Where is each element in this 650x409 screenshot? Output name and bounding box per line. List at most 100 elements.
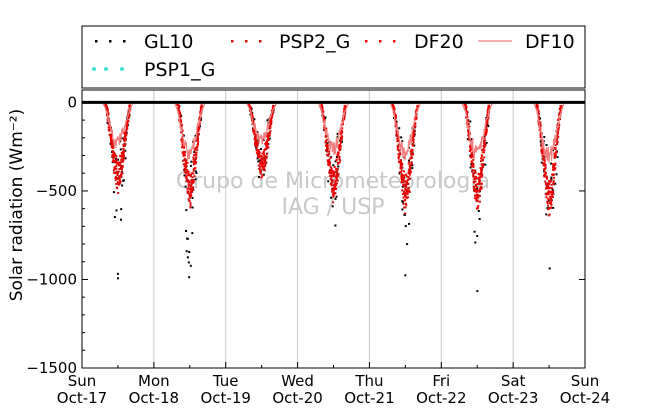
data-point: [483, 141, 486, 144]
data-point: [189, 206, 192, 209]
data-point: [552, 182, 555, 185]
data-point: [465, 107, 467, 110]
data-point: [556, 143, 559, 145]
data-point: [196, 148, 199, 151]
data-point: [187, 187, 190, 190]
data-point: [404, 206, 407, 209]
data-point: [336, 173, 339, 176]
data-point: [400, 160, 402, 163]
data-point: [121, 155, 124, 157]
data-point: [253, 131, 256, 134]
data-point: [324, 144, 327, 147]
data-point: [397, 149, 400, 152]
data-point: [466, 122, 469, 125]
data-point: [484, 143, 487, 146]
data-point: [402, 184, 405, 187]
data-point: [537, 113, 540, 116]
data-point: [471, 153, 474, 156]
legend-swatch: [245, 40, 248, 43]
data-point: [259, 170, 262, 173]
data-point: [325, 138, 328, 141]
data-point: [189, 164, 192, 167]
x-tick-label: Oct-22: [416, 389, 466, 407]
legend-label: PSP2_G: [279, 31, 350, 53]
series-line: [461, 103, 493, 159]
data-point: [114, 175, 117, 178]
data-point: [480, 187, 483, 190]
data-point: [541, 152, 544, 155]
data-point: [184, 160, 187, 163]
data-point: [468, 125, 471, 128]
data-point: [476, 207, 478, 210]
data-point: [182, 152, 185, 155]
data-point: [540, 161, 543, 164]
data-point: [120, 156, 123, 159]
data-point: [410, 156, 413, 158]
data-point: [468, 150, 471, 152]
data-point: [191, 232, 194, 235]
data-point: [256, 153, 259, 156]
data-point: [391, 104, 394, 106]
data-point: [474, 189, 476, 192]
data-point: [125, 129, 128, 132]
legend-swatch: [231, 40, 234, 43]
data-point: [483, 142, 485, 145]
data-point: [334, 179, 337, 182]
data-point: [465, 106, 468, 108]
data-point: [124, 157, 127, 160]
data-point: [338, 156, 341, 159]
data-point: [469, 145, 472, 148]
data-point: [337, 172, 340, 175]
x-tick-day: Tue: [212, 372, 239, 390]
data-point: [330, 174, 333, 177]
data-point: [477, 196, 480, 199]
data-point: [543, 175, 546, 178]
data-point: [408, 177, 411, 180]
data-point: [176, 103, 179, 106]
data-point: [547, 207, 550, 210]
data-point: [407, 187, 410, 190]
data-point: [559, 111, 562, 114]
data-point: [403, 170, 405, 173]
data-point: [557, 132, 559, 135]
data-point: [411, 131, 414, 134]
data-point: [557, 126, 560, 129]
data-point: [336, 179, 339, 182]
data-point: [182, 159, 185, 162]
data-point: [556, 141, 559, 143]
data-point: [195, 151, 198, 154]
data-point: [331, 180, 334, 183]
data-point: [551, 188, 554, 191]
data-point: [266, 132, 269, 135]
data-point: [334, 160, 337, 163]
data-point: [399, 164, 402, 167]
data-point: [487, 106, 490, 109]
data-point: [554, 167, 557, 170]
data-point: [116, 181, 119, 184]
data-point: [177, 110, 180, 113]
data-point: [269, 124, 272, 127]
data-point: [467, 134, 470, 137]
data-point: [413, 131, 416, 134]
data-point: [265, 161, 268, 164]
data-point: [480, 185, 483, 188]
data-point: [554, 144, 557, 147]
legend-entry-df20: DF20: [365, 31, 464, 53]
data-point: [539, 121, 542, 124]
data-point: [180, 123, 183, 126]
data-point: [472, 175, 475, 178]
data-point: [535, 106, 538, 109]
x-tick-day: Fri: [432, 372, 450, 390]
data-point: [120, 158, 123, 161]
data-point: [321, 107, 324, 109]
data-point: [545, 172, 547, 174]
data-point: [337, 153, 340, 156]
data-point: [472, 163, 475, 166]
y-tick-label: 0: [67, 93, 77, 111]
data-point: [340, 137, 343, 140]
data-point: [399, 171, 402, 173]
data-point: [554, 156, 557, 159]
data-point: [405, 202, 407, 205]
data-point: [322, 118, 325, 120]
